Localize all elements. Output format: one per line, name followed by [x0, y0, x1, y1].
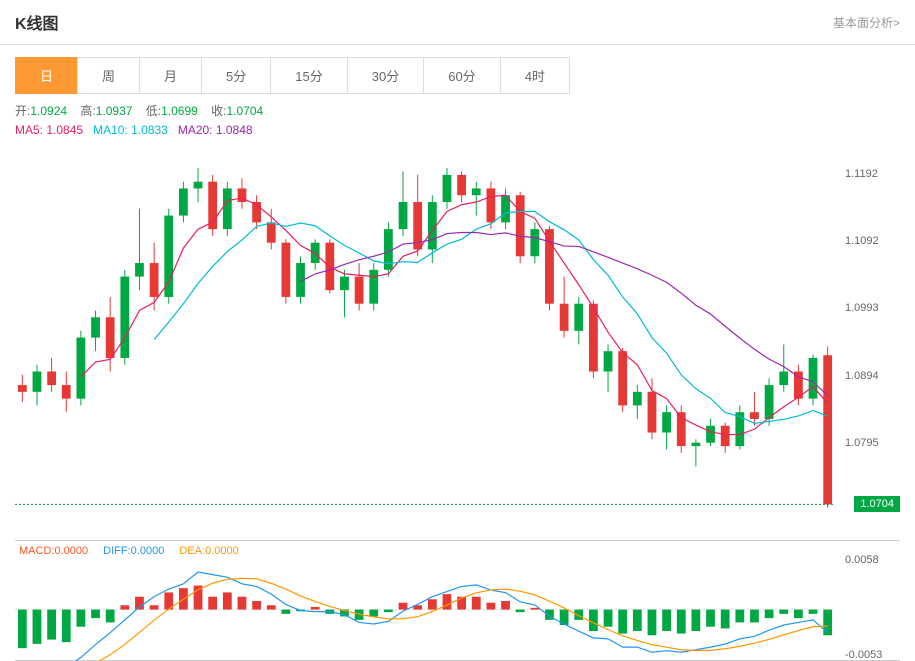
open-label: 开:: [15, 104, 30, 118]
close-label: 收:: [211, 104, 226, 118]
ma20-label: MA20: 1.0848: [178, 123, 253, 137]
high-value: 1.0937: [96, 104, 133, 118]
ma5-label: MA5: 1.0845: [15, 123, 83, 137]
timeframe-tab[interactable]: 日: [15, 57, 77, 94]
price-tick: 1.0795: [845, 437, 879, 449]
candlestick-svg: [15, 141, 835, 541]
price-tick: 1.1192: [845, 168, 878, 180]
ohlc-row: 开:1.0924 高:1.0937 低:1.0699 收:1.0704: [15, 102, 900, 119]
timeframe-tab[interactable]: 60分: [423, 57, 499, 94]
chart-title: K线图: [15, 10, 59, 34]
macd-svg: [15, 541, 835, 661]
low-label: 低:: [146, 104, 161, 118]
macd-legend: MACD:0.0000 DIFF:0.0000 DEA:0.0000: [19, 545, 251, 557]
macd-label: MACD:0.0000: [19, 545, 88, 557]
macd-tick: 0.0058: [845, 554, 879, 566]
ma10-label: MA10: 1.0833: [93, 123, 168, 137]
price-tick: 1.0894: [845, 370, 879, 382]
current-price-tag: 1.0704: [854, 496, 900, 512]
chart-header: K线图 基本面分析>: [0, 0, 915, 45]
price-tick: 1.1092: [845, 235, 879, 247]
timeframe-tab[interactable]: 月: [139, 57, 201, 94]
fundamental-analysis-link[interactable]: 基本面分析>: [833, 14, 900, 31]
low-value: 1.0699: [161, 104, 198, 118]
timeframe-tab[interactable]: 15分: [270, 57, 346, 94]
chart-area: 开:1.0924 高:1.0937 低:1.0699 收:1.0704 MA5:…: [0, 94, 915, 661]
macd-axis: 0.0058-0.0053: [840, 541, 900, 660]
dea-label: DEA:0.0000: [179, 545, 238, 557]
close-value: 1.0704: [227, 104, 264, 118]
ma-row: MA5: 1.0845 MA10: 1.0833 MA20: 1.0848: [15, 123, 900, 137]
timeframe-tab[interactable]: 5分: [201, 57, 270, 94]
price-tick: 1.0993: [845, 302, 879, 314]
diff-label: DIFF:0.0000: [103, 545, 164, 557]
high-label: 高:: [80, 104, 95, 118]
price-axis: 1.1192 1.1092 1.0993 1.0894 1.0795 1.0704: [840, 141, 900, 540]
candlestick-chart[interactable]: 1.1192 1.1092 1.0993 1.0894 1.0795 1.0704: [15, 141, 900, 541]
timeframe-tab[interactable]: 4时: [500, 57, 570, 94]
timeframe-tab[interactable]: 30分: [347, 57, 423, 94]
timeframe-tabs: 日周月5分15分30分60分4时: [0, 45, 915, 94]
macd-panel[interactable]: MACD:0.0000 DIFF:0.0000 DEA:0.0000 0.005…: [15, 541, 900, 661]
timeframe-tab[interactable]: 周: [77, 57, 139, 94]
open-value: 1.0924: [30, 104, 67, 118]
